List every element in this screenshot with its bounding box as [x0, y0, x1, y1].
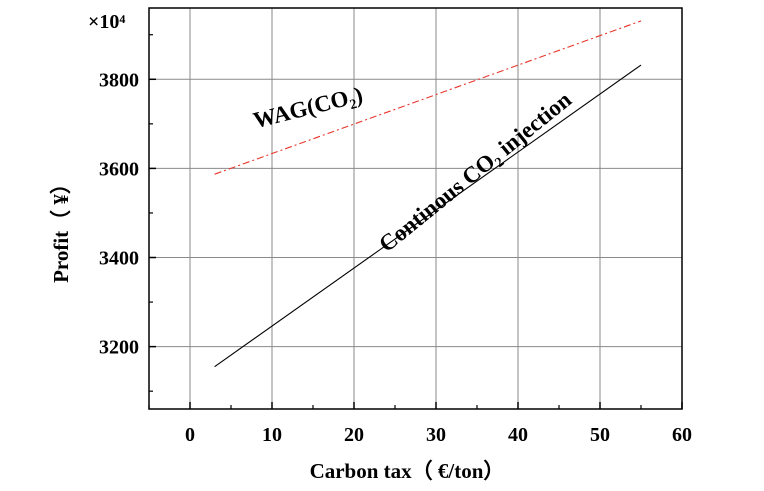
y-tick-label-0: 3200	[99, 337, 139, 359]
annotations: WAG(CO₂) Continous CO₂ injection	[251, 82, 576, 257]
series-line-0	[214, 20, 642, 175]
series-layer	[214, 20, 642, 368]
y-tick-label-2: 3600	[99, 158, 139, 180]
x-axis-title: Carbon tax（ €/ton）	[310, 459, 505, 483]
annotation-1: Continous CO₂ injection	[374, 87, 576, 257]
plot-frame	[148, 7, 683, 410]
x-tick-label-0: 0	[185, 424, 195, 446]
ticks	[148, 34, 683, 409]
series-line-1	[214, 64, 642, 368]
y-tick-label-3: 3800	[99, 69, 139, 91]
tick-labels: 0 10 20 30 40 50 60 3200 3400 3600 3800	[99, 69, 692, 446]
y-multiplier: ×10⁴	[88, 11, 125, 33]
y-tick-label-1: 3400	[99, 248, 139, 270]
x-tick-label-4: 40	[508, 424, 528, 446]
annotation-0: WAG(CO₂)	[251, 82, 365, 133]
x-tick-label-5: 50	[590, 424, 610, 446]
x-tick-label-3: 30	[426, 424, 446, 446]
x-tick-label-6: 60	[672, 424, 692, 446]
x-tick-label-2: 20	[344, 424, 364, 446]
x-tick-label-1: 10	[262, 424, 282, 446]
y-axis-title: Profit（ ¥）	[49, 173, 73, 283]
